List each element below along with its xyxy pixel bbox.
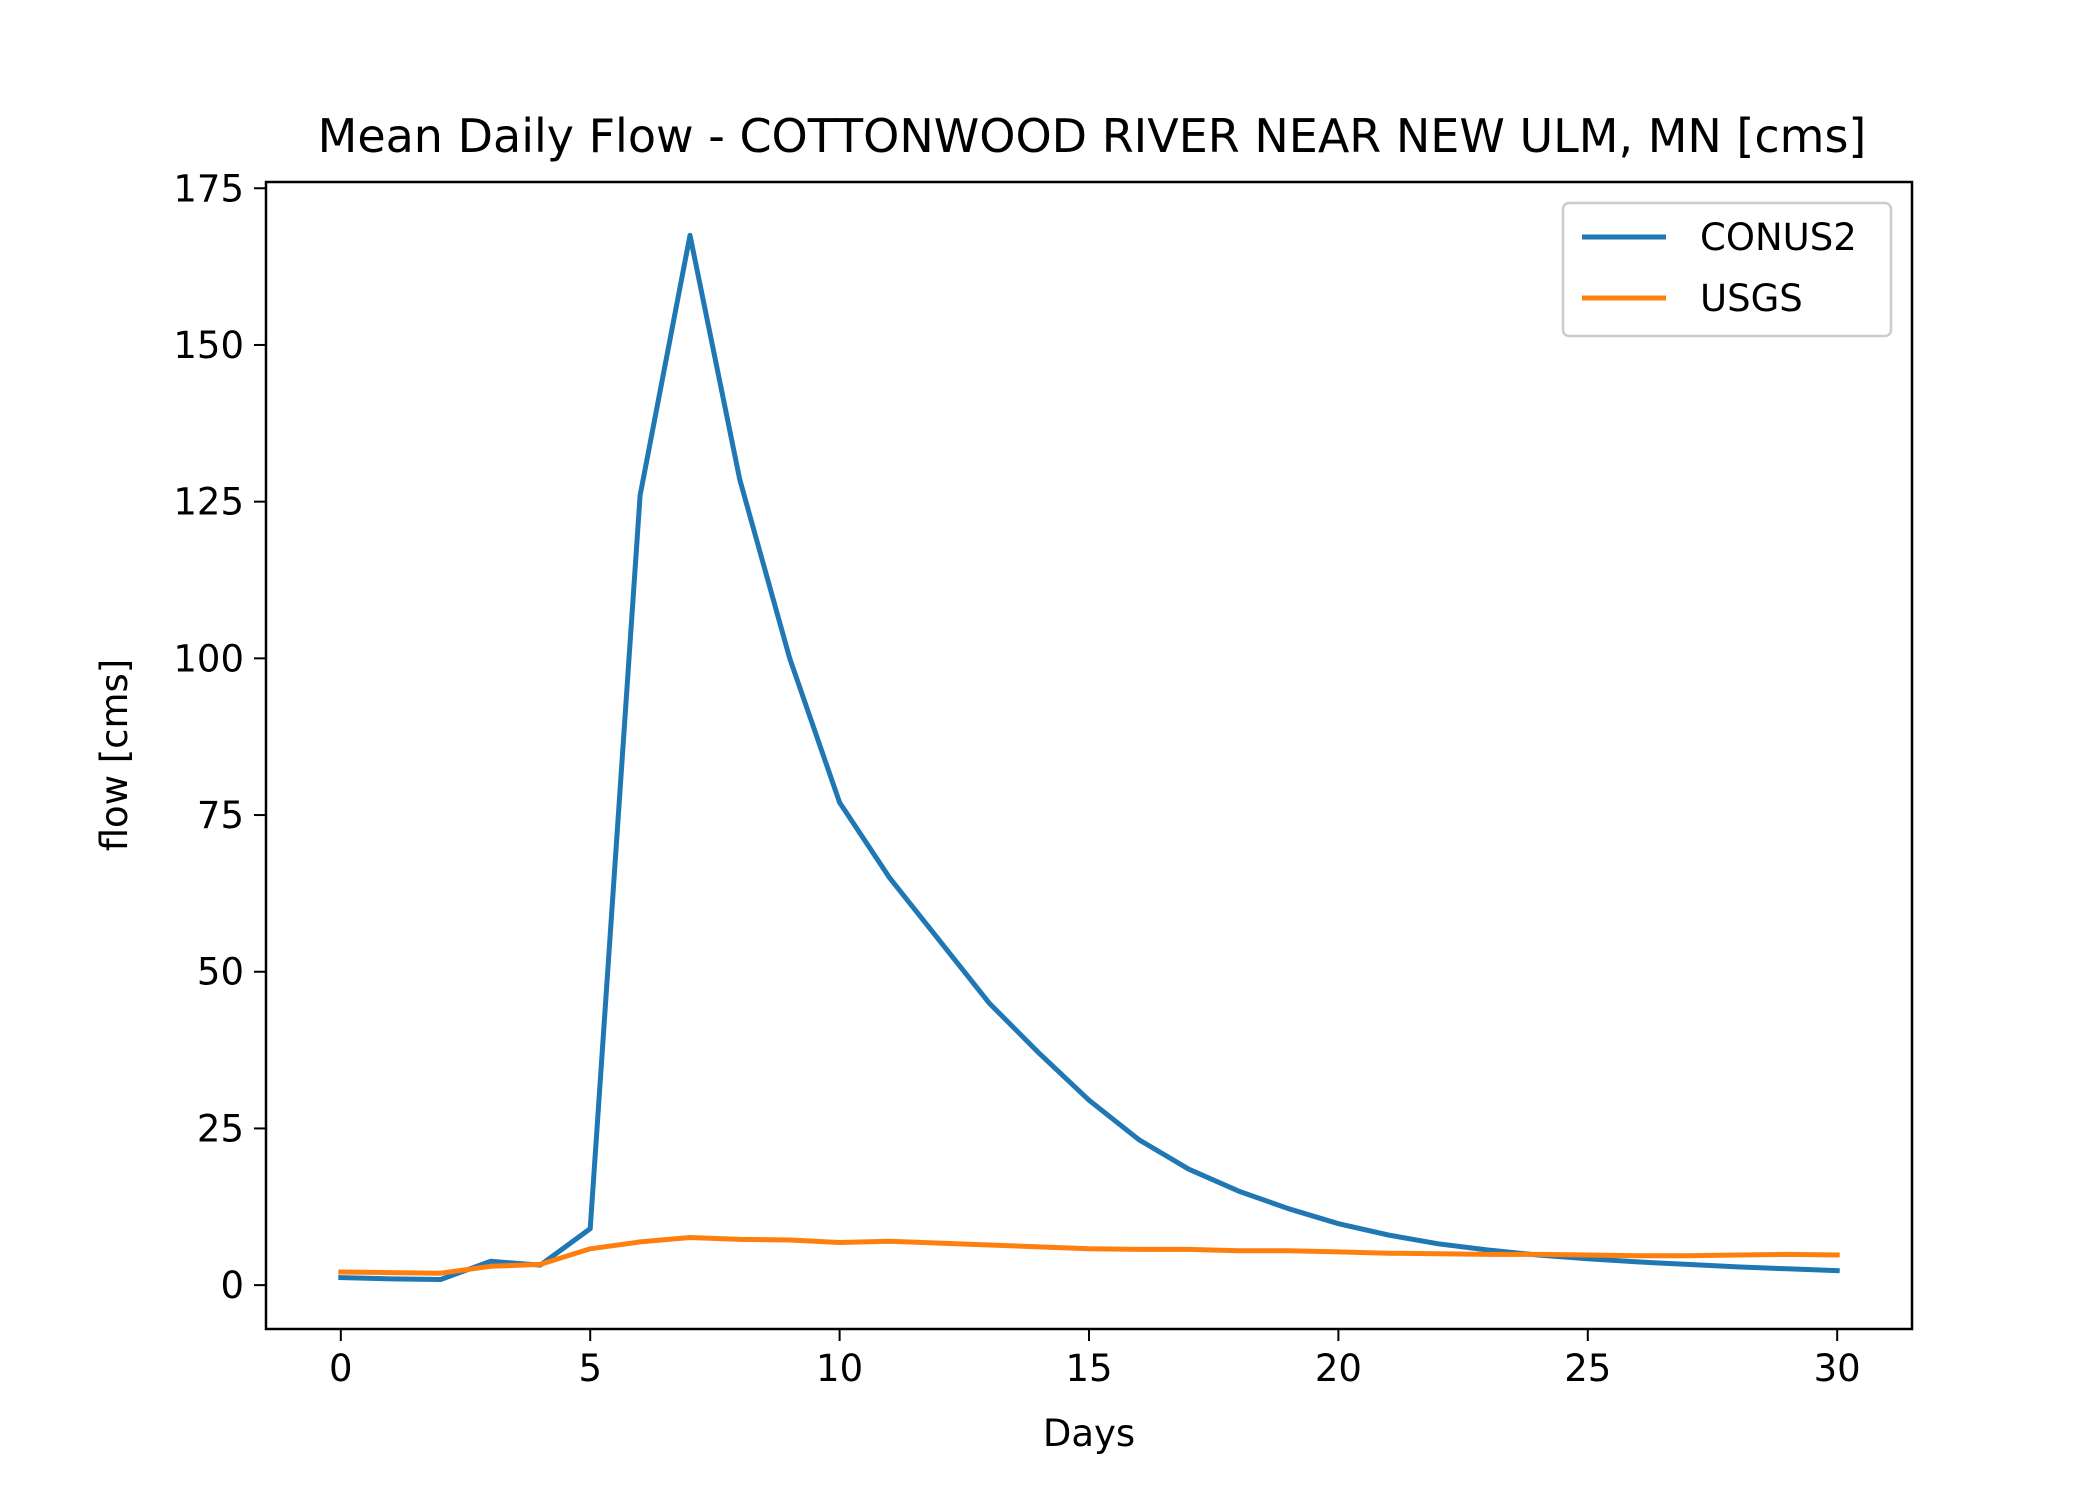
y-tick-label: 25 [197, 1107, 244, 1150]
y-tick-label: 150 [173, 324, 244, 367]
y-tick-label: 175 [173, 167, 244, 210]
y-tick-label: 75 [197, 794, 244, 837]
x-tick-label: 25 [1564, 1347, 1611, 1390]
y-tick-label: 50 [197, 951, 244, 994]
legend-items: CONUS2 USGS [1582, 216, 1857, 320]
series-line-usgs [338, 1235, 1840, 1276]
x-tick-label: 15 [1065, 1347, 1112, 1390]
series-line-conus2 [338, 232, 1840, 1282]
y-tick-label: 100 [173, 637, 244, 680]
y-tick-label: 0 [220, 1264, 244, 1307]
legend-label-conus2: CONUS2 [1700, 216, 1857, 259]
legend-label-usgs: USGS [1700, 277, 1803, 320]
x-axis-ticks: 0 5 10 15 20 25 30 [329, 1329, 1861, 1390]
plot-lines [338, 232, 1840, 1282]
x-axis-label: Days [1043, 1412, 1135, 1455]
chart-title: Mean Daily Flow - COTTONWOOD RIVER NEAR … [318, 109, 1867, 163]
x-tick-label: 10 [816, 1347, 863, 1390]
y-axis-label: flow [cms] [93, 659, 136, 852]
legend: CONUS2 USGS [1561, 201, 1893, 338]
y-tick-label: 125 [173, 481, 244, 524]
x-tick-label: 0 [329, 1347, 353, 1390]
y-axis-ticks: 0 25 50 75 100 125 150 175 [173, 167, 266, 1307]
x-tick-label: 20 [1315, 1347, 1362, 1390]
x-tick-label: 30 [1814, 1347, 1861, 1390]
x-tick-label: 5 [578, 1347, 602, 1390]
